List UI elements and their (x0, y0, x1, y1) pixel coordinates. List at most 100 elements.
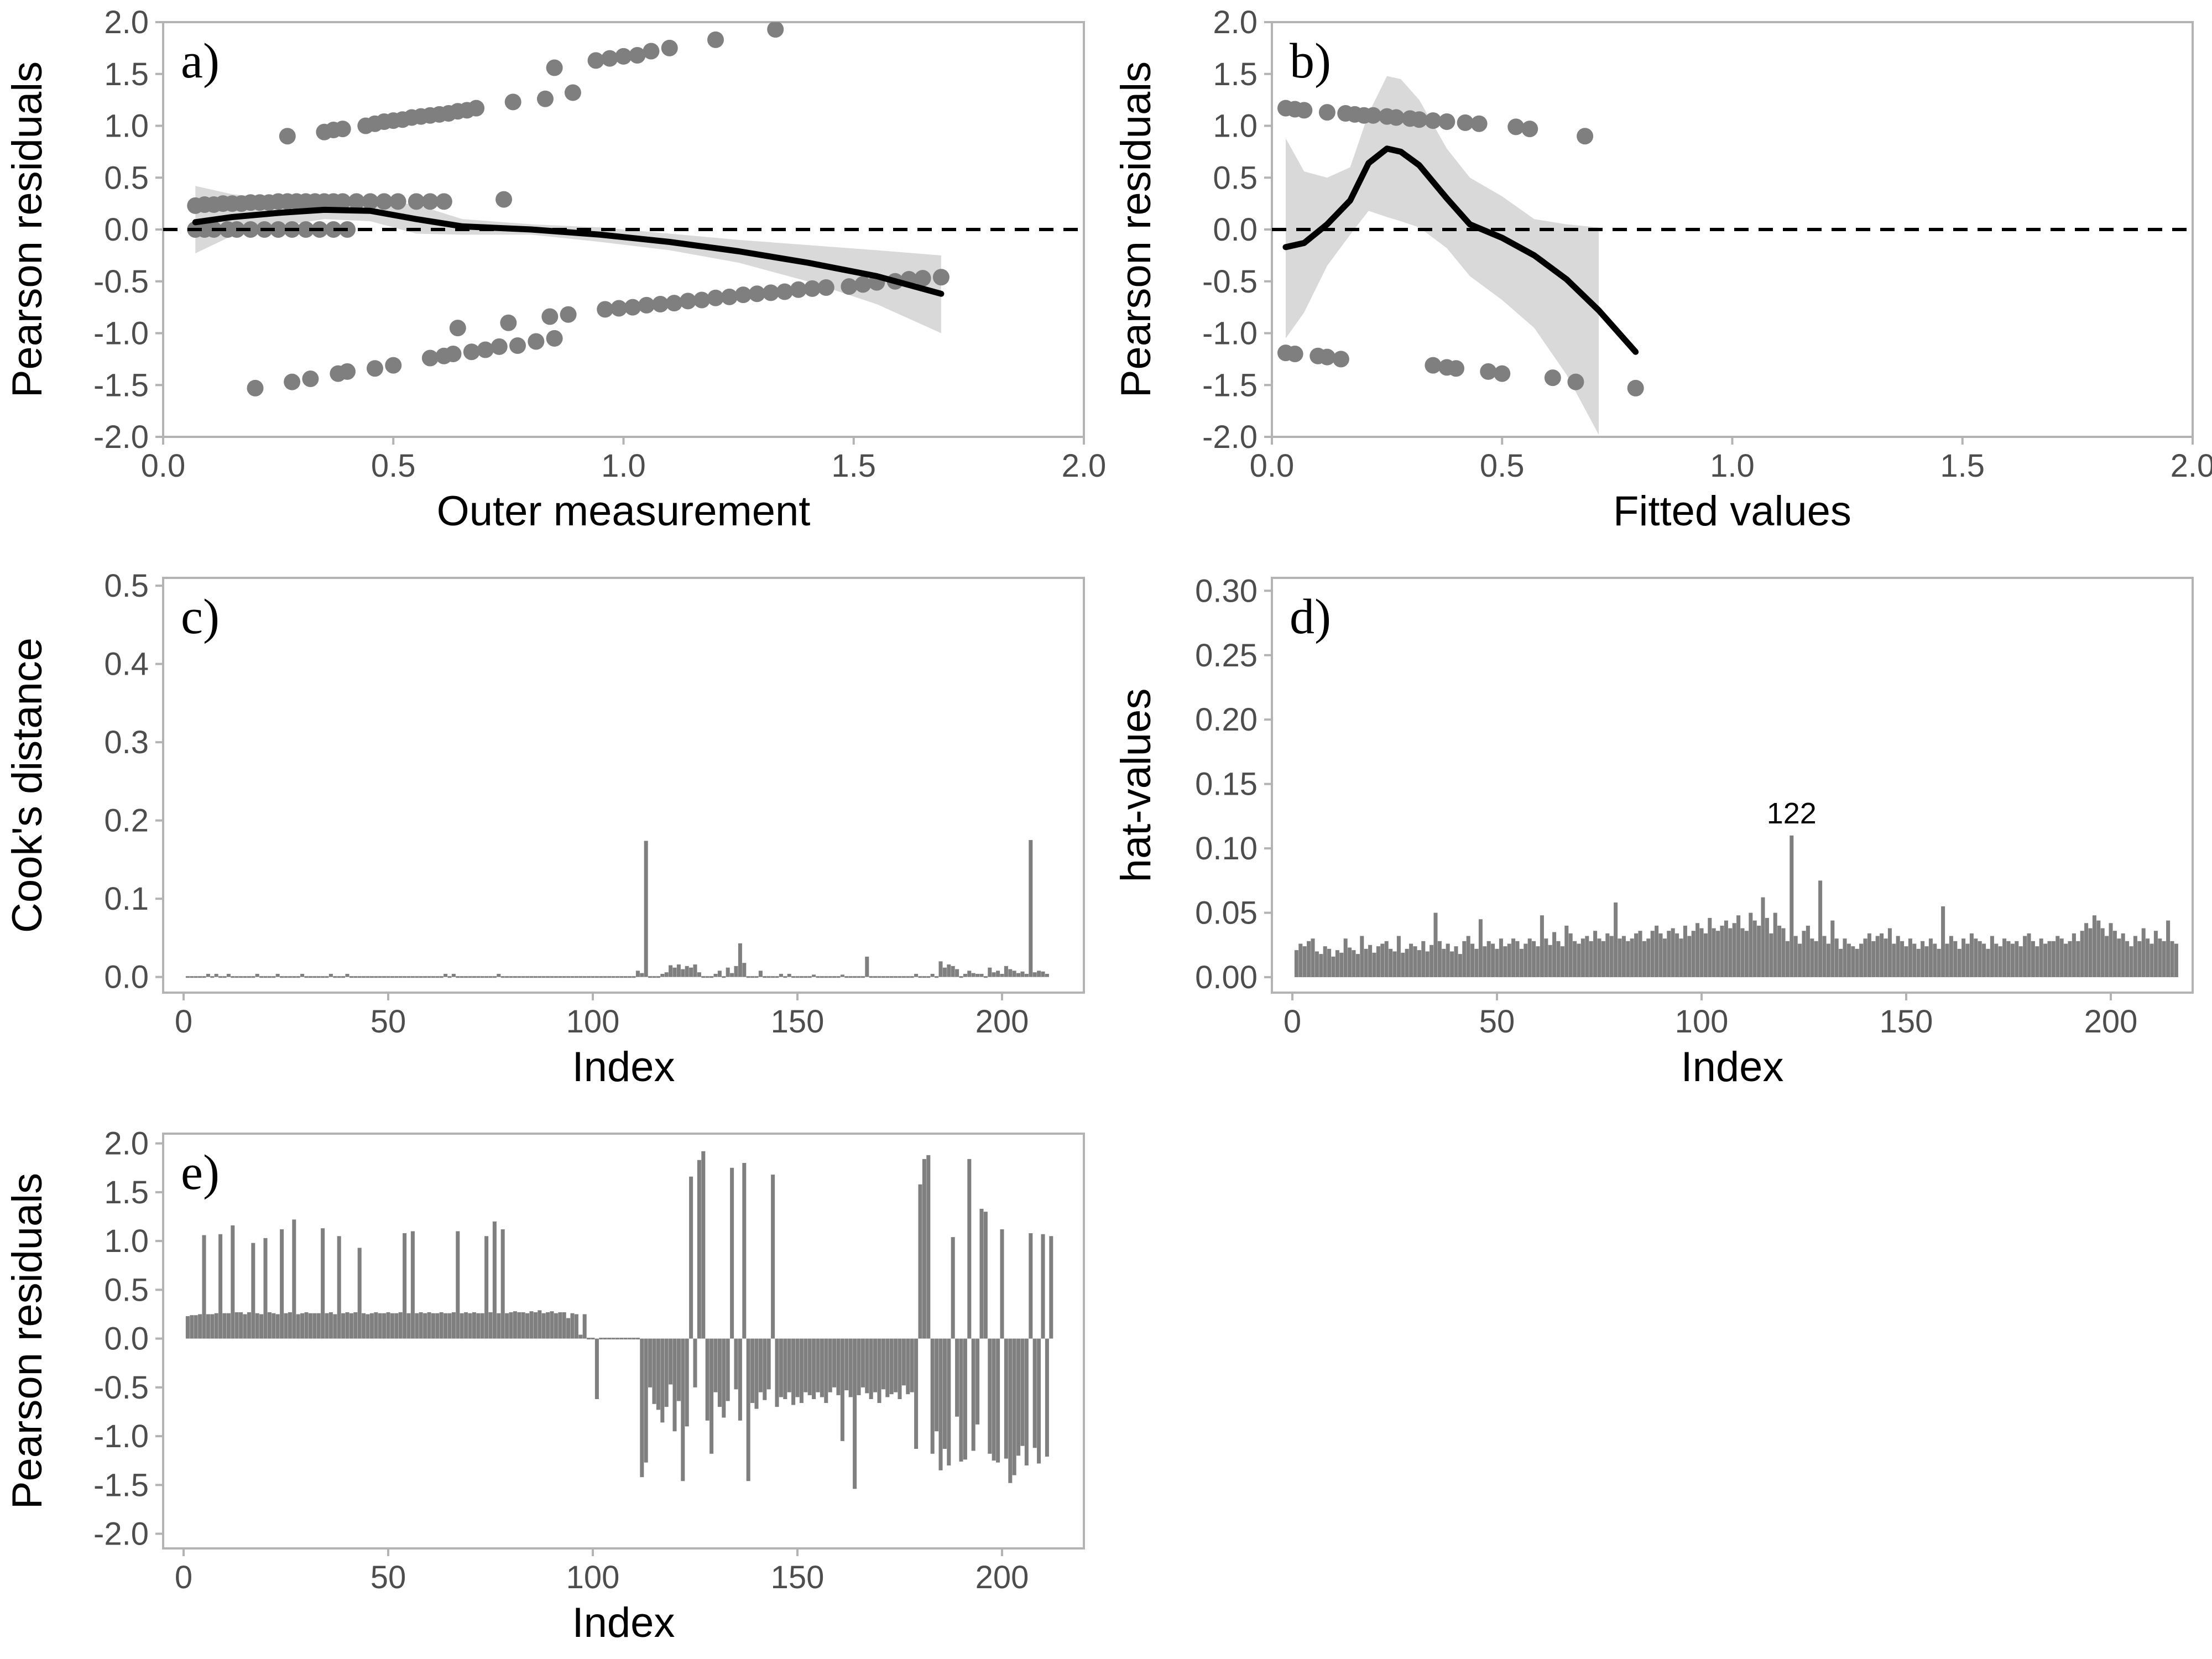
bar (914, 1338, 919, 1449)
bar (312, 1313, 317, 1339)
bar (231, 976, 235, 978)
bar (1462, 941, 1467, 978)
bar (1933, 943, 1937, 978)
bar (247, 976, 251, 978)
bar (799, 1338, 804, 1404)
bar (2076, 941, 2080, 978)
y-tick-label: 0.00 (1195, 959, 1258, 995)
bar (1032, 972, 1037, 977)
bar (1846, 943, 1851, 978)
bar (844, 1338, 849, 1391)
y-axis-title: Pearson residuals (1113, 61, 1160, 398)
data-point (334, 121, 351, 138)
bar (2088, 928, 2093, 978)
x-axis-title: Index (572, 1599, 675, 1646)
bar (1793, 936, 1798, 978)
bar (456, 1231, 460, 1339)
bar (378, 1313, 382, 1339)
bar (1699, 928, 1704, 978)
bar (1372, 952, 1376, 978)
y-tick-label: 1.0 (1213, 108, 1258, 144)
bar (1924, 946, 1929, 978)
bar (894, 1338, 898, 1392)
bar (255, 1313, 259, 1339)
bar (1863, 938, 1867, 978)
panel-c-cooks-distance: 0.0 0.1 0.2 0.3 0.4 0.5 0 50 100 150 200 Index Cook'… (4, 568, 1085, 1091)
bar (672, 1338, 677, 1432)
bar (656, 976, 660, 978)
bar (362, 1313, 366, 1339)
bar (1045, 974, 1049, 977)
bar (362, 976, 366, 978)
bar (403, 1233, 407, 1339)
bar (611, 1338, 615, 1340)
bar (1589, 941, 1593, 978)
bar (963, 974, 967, 977)
bar (2109, 923, 2113, 978)
bar (758, 1338, 763, 1392)
bar (234, 976, 239, 978)
bar (321, 976, 325, 978)
bar (353, 976, 358, 978)
bar (1949, 936, 1953, 978)
bar (2084, 923, 2089, 978)
bar (1675, 933, 1679, 978)
panel-a-residuals-vs-outer-measurement: -2.0 -1.5 -1.0 -0.5 0.0 0.5 1.0 1.5 2.0 0.0 0.5 1.0… (4, 4, 1106, 535)
bar (1552, 932, 1557, 978)
data-point (1627, 379, 1644, 397)
bar (685, 1338, 689, 1427)
bar (926, 1155, 931, 1339)
bar (578, 1334, 583, 1339)
bar (1806, 925, 1810, 978)
bar (795, 1338, 800, 1397)
bar (419, 976, 423, 978)
bar (1355, 954, 1360, 978)
x-axis-title: Outer measurement (437, 488, 811, 535)
x-tick-label: 0.0 (1250, 448, 1295, 484)
bar (2170, 941, 2174, 978)
bar (185, 1316, 190, 1339)
bar (210, 976, 215, 978)
bar (771, 1175, 775, 1339)
bar (1360, 936, 1364, 978)
bar (366, 1314, 370, 1339)
plot-marks (185, 1151, 1053, 1489)
bar (804, 1338, 808, 1392)
y-tick-label: 0.5 (104, 160, 149, 196)
bar (1744, 931, 1749, 978)
data-point (1332, 351, 1349, 368)
data-point (1411, 111, 1428, 128)
bar (394, 976, 399, 978)
bar (988, 1338, 992, 1454)
data-point (587, 52, 604, 69)
data-point (389, 193, 406, 210)
bar (1765, 917, 1769, 978)
bar (1029, 1233, 1033, 1339)
bar (2112, 931, 2117, 978)
data-point (1577, 128, 1594, 145)
bar (1740, 928, 1745, 978)
bar (1544, 938, 1548, 978)
y-tick-label: -1.0 (93, 1418, 149, 1454)
bar (210, 1314, 215, 1339)
bar (1491, 943, 1495, 978)
bar (1446, 943, 1450, 978)
bar (521, 1312, 525, 1339)
bar (202, 1235, 206, 1339)
bar (2141, 928, 2146, 978)
bar (406, 976, 411, 978)
bar (615, 976, 619, 978)
bar (1000, 1229, 1004, 1339)
bar (435, 1313, 440, 1339)
bar (894, 976, 898, 978)
bar (591, 1338, 595, 1340)
bar (304, 976, 309, 978)
bar (730, 973, 734, 977)
bar (599, 1338, 603, 1340)
bar (1708, 917, 1712, 978)
data-point (666, 295, 683, 312)
bar (1409, 943, 1413, 978)
bar (885, 976, 890, 978)
data-point (546, 330, 563, 347)
bar (840, 974, 844, 977)
